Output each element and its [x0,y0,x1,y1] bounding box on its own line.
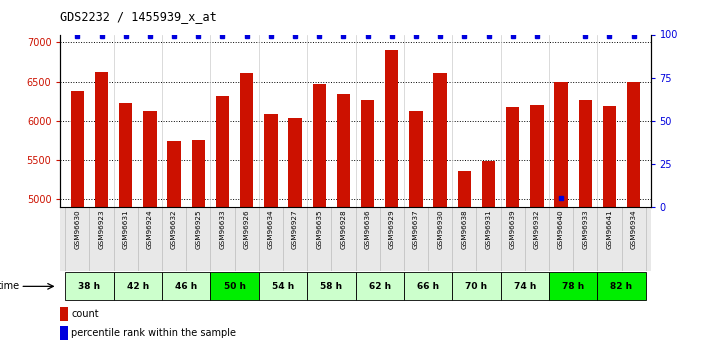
Text: GSM96929: GSM96929 [389,209,395,248]
Bar [70,91,84,345]
Text: GSM96640: GSM96640 [558,209,564,248]
Bar [162,273,210,300]
Text: 42 h: 42 h [127,282,149,291]
Text: GSM96928: GSM96928 [341,209,346,248]
Bar [337,94,350,345]
Bar [289,118,301,345]
Bar [307,273,356,300]
Text: 62 h: 62 h [368,282,391,291]
Text: GDS2232 / 1455939_x_at: GDS2232 / 1455939_x_at [60,10,217,23]
Text: 78 h: 78 h [562,282,584,291]
Bar [404,273,452,300]
Bar [119,103,132,345]
Text: GSM96638: GSM96638 [461,209,467,248]
Text: 58 h: 58 h [320,282,343,291]
Bar [603,106,616,345]
Text: time: time [0,282,21,291]
Text: GSM96932: GSM96932 [534,209,540,248]
Bar [65,273,114,300]
Bar [627,81,641,345]
Bar [597,273,646,300]
Text: GSM96634: GSM96634 [268,209,274,248]
Bar [385,50,398,345]
Bar [434,73,447,345]
Text: GSM96631: GSM96631 [123,209,129,248]
Text: 46 h: 46 h [175,282,198,291]
Bar [506,107,519,345]
Text: 54 h: 54 h [272,282,294,291]
Bar [60,326,68,339]
Bar [549,273,597,300]
Text: GSM96923: GSM96923 [99,209,105,248]
Text: 70 h: 70 h [466,282,488,291]
Text: GSM96925: GSM96925 [196,209,201,248]
Text: GSM96924: GSM96924 [147,209,153,248]
Text: GSM96632: GSM96632 [171,209,177,248]
Text: GSM96927: GSM96927 [292,209,298,248]
Text: GSM96630: GSM96630 [75,209,80,248]
Bar [361,100,374,345]
Bar [95,72,108,345]
Bar [144,110,156,345]
Text: GSM96933: GSM96933 [582,209,588,248]
Bar [192,140,205,345]
Bar [168,141,181,345]
Text: GSM96931: GSM96931 [486,209,491,248]
Text: GSM96639: GSM96639 [510,209,515,248]
Text: GSM96635: GSM96635 [316,209,322,248]
Bar [579,100,592,345]
Text: percentile rank within the sample: percentile rank within the sample [71,328,236,338]
Bar [452,273,501,300]
Text: 82 h: 82 h [611,282,633,291]
Text: 50 h: 50 h [223,282,245,291]
Text: GSM96934: GSM96934 [631,209,636,248]
Bar [313,84,326,345]
Bar [60,307,68,321]
Text: 74 h: 74 h [513,282,536,291]
Bar [530,105,543,345]
Text: 38 h: 38 h [78,282,100,291]
Text: GSM96637: GSM96637 [413,209,419,248]
Text: GSM96633: GSM96633 [220,209,225,248]
Text: GSM96930: GSM96930 [437,209,443,248]
Bar [458,171,471,345]
Text: GSM96641: GSM96641 [606,209,612,248]
Bar [555,81,567,345]
Bar [216,97,229,345]
Bar [264,115,277,345]
Text: GSM96926: GSM96926 [244,209,250,248]
Text: 66 h: 66 h [417,282,439,291]
Text: GSM96636: GSM96636 [365,209,370,248]
Text: count: count [71,309,99,319]
Bar [240,73,253,345]
Bar [482,161,495,345]
Bar [501,273,549,300]
Bar [356,273,404,300]
Bar [259,273,307,300]
Bar [210,273,259,300]
Bar [410,111,422,345]
Bar [114,273,162,300]
